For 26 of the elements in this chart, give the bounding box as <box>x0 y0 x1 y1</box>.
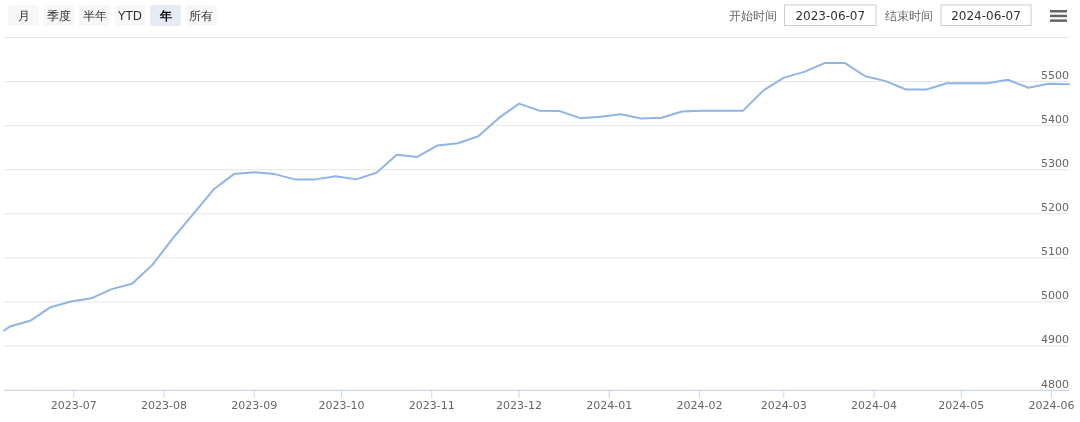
y-tick-label: 5000 <box>1041 289 1069 303</box>
text: 结束时间 <box>885 9 933 23</box>
text: 开始时间 <box>729 9 777 23</box>
x-tick-label: 2024-04 <box>851 399 898 412</box>
x-tick-label: 2023-08 <box>141 399 188 412</box>
y-tick-label: 5400 <box>1041 113 1069 127</box>
x-tick-label: 2024-02 <box>676 399 723 412</box>
x-tick-label: 2023-09 <box>231 399 278 412</box>
text: 月 <box>17 9 30 23</box>
x-tick-label: 2023-11 <box>408 399 455 412</box>
y-tick-label: 4900 <box>1041 333 1069 347</box>
y-tick-label: 5200 <box>1041 201 1069 215</box>
text: 年 <box>158 9 172 23</box>
y-tick-label: 5500 <box>1041 69 1069 83</box>
x-tick-label: 2024-06 <box>1028 399 1075 412</box>
text: 2023-06-07 <box>795 9 866 23</box>
y-tick-label: 5300 <box>1041 157 1069 171</box>
x-tick-label: 2023-10 <box>318 399 365 412</box>
text: 2024-06-07 <box>951 9 1021 23</box>
x-tick-label: 2023-12 <box>496 399 543 412</box>
x-tick-label: 2024-03 <box>760 399 807 412</box>
x-tick-label: 2024-01 <box>586 399 633 412</box>
y-tick-label: 4800 <box>1041 377 1069 391</box>
x-tick-label: 2023-07 <box>50 399 97 412</box>
y-tick-label: 5100 <box>1041 245 1069 259</box>
x-tick-label: 2024-05 <box>938 399 985 412</box>
